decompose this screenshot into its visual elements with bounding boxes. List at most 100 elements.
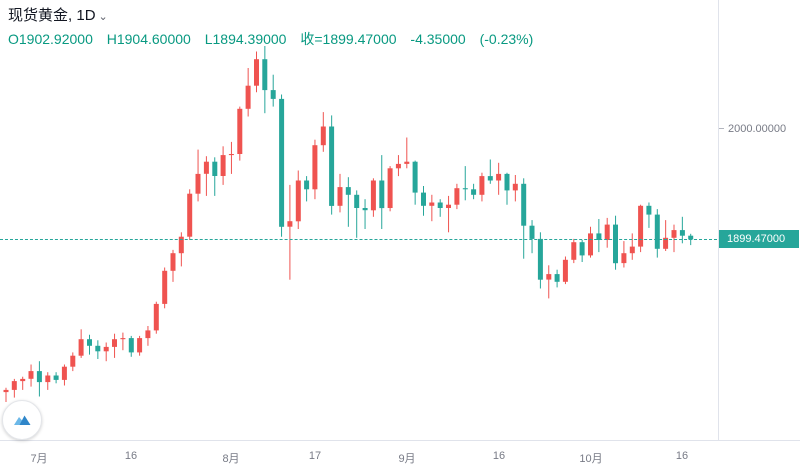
candle <box>287 184 293 280</box>
candle <box>78 329 84 358</box>
candle <box>537 232 543 289</box>
candle <box>337 173 343 213</box>
candle <box>395 155 401 177</box>
price-axis[interactable]: 1899.47000 2000.00000 <box>718 0 800 440</box>
candle <box>571 238 577 264</box>
candle <box>345 177 351 227</box>
symbol-name: 现货黄金 <box>8 7 69 24</box>
candle <box>479 172 485 202</box>
candle <box>454 183 460 210</box>
candle <box>562 256 568 285</box>
current-price-badge: 1899.47000 <box>719 230 799 248</box>
candle <box>36 361 42 397</box>
ohlc-low: L1894.39000 <box>204 31 287 47</box>
candle <box>195 149 201 202</box>
candle <box>379 155 385 229</box>
candle <box>654 209 660 258</box>
candle <box>471 183 477 200</box>
mountain-logo-icon <box>14 415 31 425</box>
candle <box>370 178 376 217</box>
candle <box>53 372 59 384</box>
candle <box>145 326 151 346</box>
candle <box>120 332 126 351</box>
candle <box>228 141 234 174</box>
candle <box>521 178 527 259</box>
chevron-down-icon[interactable]: ⌄ <box>98 11 108 23</box>
candle <box>329 115 335 215</box>
candle <box>262 46 268 114</box>
candle <box>304 176 310 202</box>
time-axis-label: 7月 <box>30 453 48 465</box>
candle <box>203 156 209 196</box>
candle <box>621 241 627 268</box>
candle <box>579 240 585 262</box>
candle <box>529 220 535 254</box>
price-chart-canvas[interactable] <box>0 0 717 440</box>
candle <box>270 74 276 107</box>
time-axis-label: 16 <box>124 450 138 462</box>
candle <box>496 162 502 195</box>
interval-label: 1D <box>76 7 96 24</box>
time-axis-label: 9月 <box>398 453 416 465</box>
candle <box>128 335 134 357</box>
broker-logo-button[interactable] <box>2 400 42 440</box>
ohlc-high: H1904.60000 <box>106 31 191 47</box>
candle <box>462 166 468 201</box>
candle <box>95 340 101 359</box>
candle <box>45 372 51 390</box>
candle <box>554 269 560 288</box>
candle <box>312 139 318 200</box>
candle <box>220 146 226 185</box>
price-axis-label: 2000.00000 <box>719 122 786 136</box>
candle <box>254 51 259 93</box>
candle <box>70 352 76 372</box>
candle <box>412 160 418 205</box>
candle <box>61 364 67 386</box>
ohlc-change: -4.35000 <box>410 31 466 47</box>
candle <box>354 190 360 238</box>
candle <box>162 267 168 309</box>
ohlc-change-pct: (-0.23%) <box>479 31 534 47</box>
candle <box>28 364 34 387</box>
candle <box>512 175 518 202</box>
candle <box>429 194 435 222</box>
candle <box>137 335 143 356</box>
candle <box>112 333 117 358</box>
candle <box>178 232 184 267</box>
candle <box>87 334 92 355</box>
candle <box>504 172 510 205</box>
candle <box>362 199 368 229</box>
candle <box>487 159 493 184</box>
candle <box>437 199 443 217</box>
candle <box>212 157 218 196</box>
candle <box>187 189 193 240</box>
ohlc-close: 收=1899.47000 <box>300 31 397 47</box>
candle <box>596 219 602 253</box>
candle <box>638 204 644 253</box>
candle <box>295 170 301 229</box>
candle <box>604 217 610 248</box>
candle <box>404 137 410 169</box>
candle <box>20 376 26 390</box>
price-axis-tick <box>719 128 724 129</box>
candle <box>153 301 159 334</box>
time-axis-label: 17 <box>308 450 322 462</box>
candle <box>679 216 685 244</box>
candle <box>421 186 426 216</box>
chart-header: 现货黄金, 1D ⌄ O1902.92000 H1904.60000 L1894.… <box>8 4 543 50</box>
ohlc-readout: O1902.92000 H1904.60000 L1894.39000 收=18… <box>8 28 543 50</box>
time-axis-label: 16 <box>492 450 506 462</box>
candle <box>3 387 9 402</box>
candle <box>170 249 176 282</box>
time-axis[interactable]: 7月 16 8月 17 9月 16 10月 16 <box>0 440 800 476</box>
candle <box>613 215 618 270</box>
candle <box>546 265 552 299</box>
candle <box>11 378 17 398</box>
candle <box>663 220 669 251</box>
candle <box>103 342 109 362</box>
candle <box>237 106 243 161</box>
candle <box>588 226 593 258</box>
symbol-selector[interactable]: 现货黄金, 1D ⌄ <box>8 4 543 28</box>
time-axis-label: 10月 <box>579 453 603 465</box>
